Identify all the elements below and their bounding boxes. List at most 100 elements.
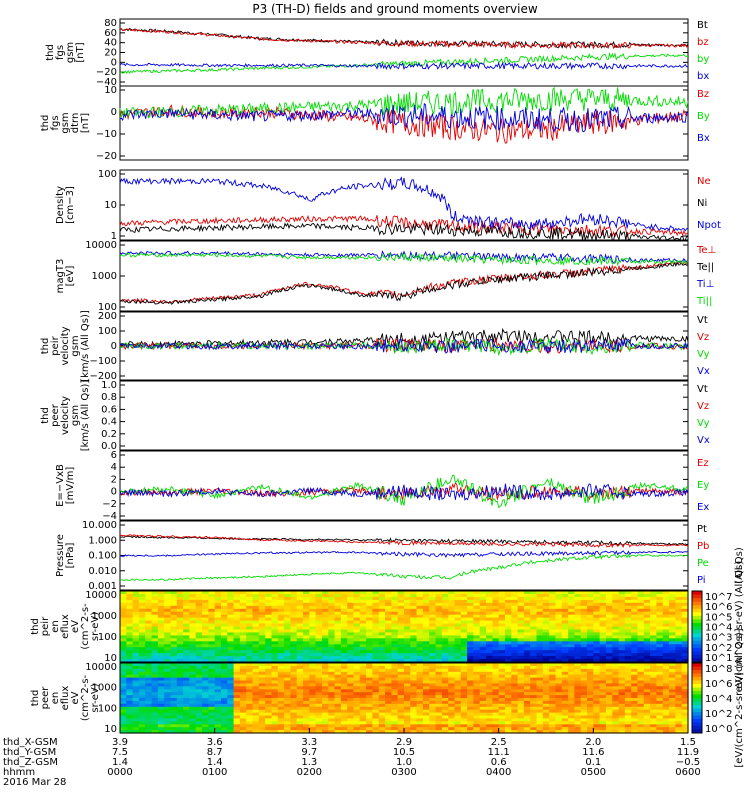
heatmap-cell (599, 663, 607, 667)
heatmap-cell (284, 683, 291, 687)
heatmap-cell (505, 650, 512, 654)
heatmap-cell (523, 653, 531, 657)
heatmap-cell (662, 611, 670, 616)
legend-Ez: Ez (697, 458, 709, 469)
heatmap-cell (460, 647, 468, 651)
heatmap-cell (511, 659, 519, 663)
heatmap-cell (416, 647, 424, 651)
heatmap-cell (164, 712, 172, 717)
heatmap-cell (473, 608, 481, 613)
heatmap-cell (120, 730, 127, 734)
heatmap-cell (290, 656, 298, 660)
y-axis-label-line: peir (50, 335, 61, 355)
heatmap-cell (435, 596, 443, 601)
heatmap-cell (132, 605, 140, 610)
heatmap-cell (555, 730, 563, 734)
heatmap-cell (227, 721, 235, 725)
heatmap-cell (183, 715, 190, 719)
heatmap-cell (479, 629, 487, 634)
heatmap-cell (359, 594, 367, 598)
heatmap-cell (479, 594, 487, 598)
heatmap-cell (422, 689, 430, 693)
heatmap-cell (208, 626, 216, 631)
heatmap-cell (656, 674, 664, 679)
heatmap-cell (157, 626, 165, 631)
heatmap-cell (448, 703, 456, 708)
heatmap-cell (385, 706, 392, 711)
heatmap-cell (606, 635, 613, 639)
heatmap-cell (189, 689, 197, 693)
heatmap-cell (265, 677, 273, 682)
heatmap-cell (549, 591, 557, 595)
heatmap-cell (669, 623, 676, 628)
heatmap-cell (233, 703, 241, 708)
heatmap-cell (164, 635, 172, 639)
heatmap-cell (138, 671, 146, 676)
y-axis-label-line: en (50, 692, 61, 705)
heatmap-cell (258, 614, 266, 619)
heatmap-cell (650, 626, 657, 631)
heatmap-cell (429, 632, 437, 636)
heatmap-cell (492, 706, 500, 711)
heatmap-cell (669, 677, 676, 682)
heatmap-cell (372, 623, 380, 628)
heatmap-cell (315, 709, 323, 714)
heatmap-cell (637, 596, 645, 601)
y-axis-label: thdpeirvelocitygsm[km/s (All Qs)] (40, 310, 91, 382)
heatmap-cell (145, 623, 153, 628)
heatmap-cell (536, 665, 544, 670)
heatmap-cell (416, 650, 424, 654)
heatmap-cell (126, 677, 134, 682)
heatmap-cell (214, 641, 222, 645)
heatmap-cell (157, 659, 165, 663)
heatmap-cell (429, 626, 437, 631)
heatmap-cell (303, 724, 310, 728)
heatmap-cell (561, 727, 569, 731)
heatmap-cell (296, 599, 304, 604)
heatmap-cell (176, 599, 184, 604)
heatmap-cell (378, 659, 386, 663)
heatmap-cell (498, 695, 506, 699)
heatmap-cell (587, 638, 594, 642)
heatmap-cell (479, 623, 487, 628)
heatmap-cell (454, 611, 462, 616)
heatmap-cell (498, 611, 506, 616)
heatmap-cell (397, 703, 405, 708)
heatmap-cell (523, 709, 531, 714)
heatmap-cell (574, 727, 582, 731)
heatmap-cell (195, 632, 203, 636)
heatmap-cell (309, 641, 317, 645)
heatmap-cell (606, 695, 613, 699)
heatmap-cell (662, 686, 670, 690)
heatmap-cell (486, 692, 493, 696)
heatmap-cell (340, 659, 348, 663)
heatmap-cell (486, 608, 493, 613)
heatmap-cell (473, 712, 481, 717)
heatmap-cell (612, 647, 620, 651)
heatmap-cell (675, 632, 683, 636)
heatmap-cell (511, 617, 519, 622)
heatmap-cell (372, 706, 380, 711)
heatmap-cell (473, 647, 481, 651)
heatmap-cell (233, 686, 241, 690)
heatmap-cell (271, 608, 279, 613)
heatmap-cell (599, 650, 607, 654)
heatmap-cell (277, 626, 285, 631)
heatmap-cell (574, 626, 582, 631)
heatmap-cell (170, 659, 178, 663)
heatmap-cell (435, 656, 443, 660)
heatmap-cell (656, 602, 664, 607)
heatmap-cell (631, 623, 639, 628)
heatmap-cell (536, 709, 544, 714)
heatmap-cell (277, 671, 285, 676)
heatmap-cell (277, 653, 285, 657)
heatmap-cell (429, 671, 437, 676)
heatmap-cell (233, 626, 241, 631)
heatmap-cell (303, 686, 310, 690)
heatmap-cell (359, 644, 367, 648)
heatmap-cell (378, 680, 386, 684)
heatmap-cell (580, 712, 588, 717)
heatmap-cell (214, 715, 222, 719)
heatmap-cell (624, 614, 632, 619)
heatmap-cell (183, 635, 190, 639)
